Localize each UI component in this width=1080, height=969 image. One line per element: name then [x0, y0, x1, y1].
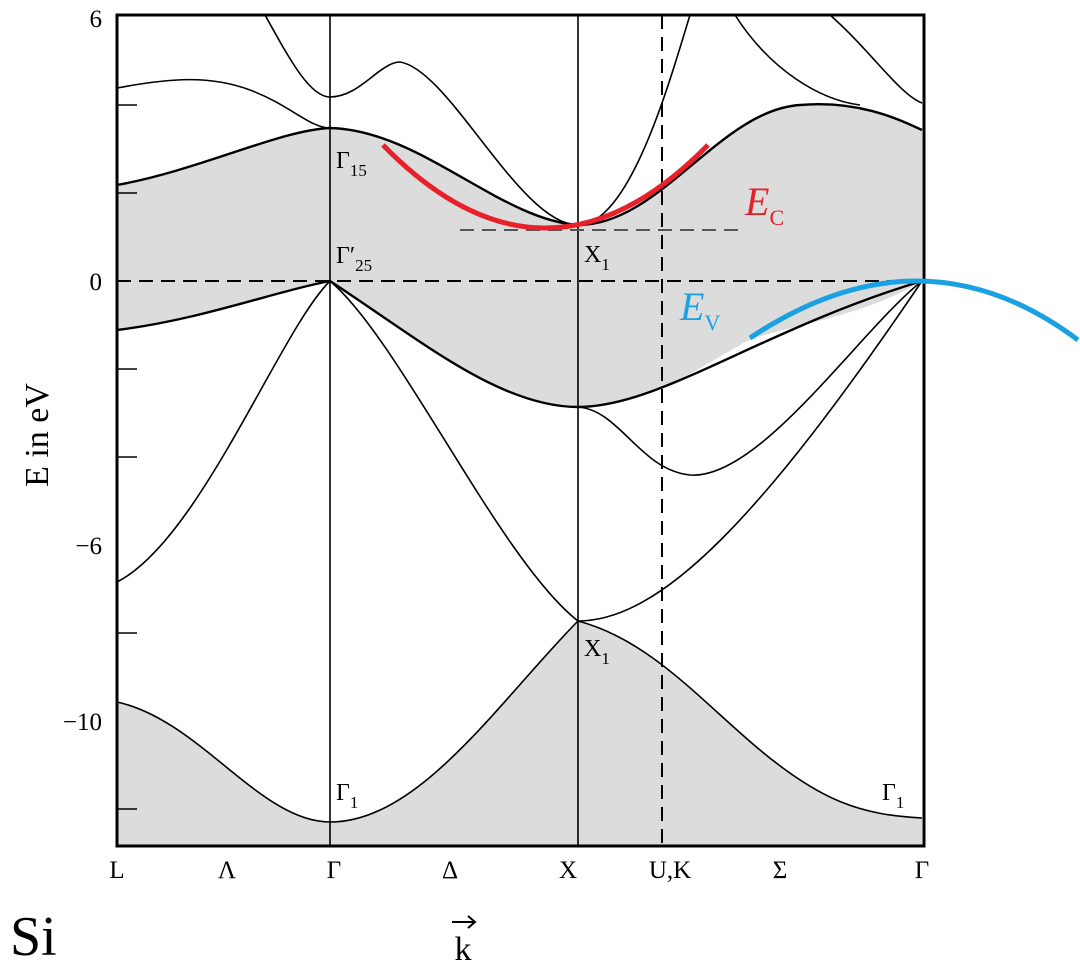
valence-label: EV	[679, 284, 720, 335]
x-tick-label: Γ	[327, 857, 341, 884]
valence-symbol: E	[679, 284, 704, 329]
y-tick-label: −6	[75, 533, 102, 560]
y-tick-label: −10	[63, 709, 102, 736]
point-sub: 1	[601, 255, 610, 274]
point-symbol: X	[584, 242, 601, 268]
point-sub: 1	[601, 649, 610, 668]
point-label: Γ1	[336, 780, 358, 812]
point-symbol: Γ	[336, 148, 350, 174]
valence-sub: V	[704, 310, 720, 335]
point-label: Γ1	[882, 780, 904, 812]
conduction-parabola	[381, 143, 710, 231]
point-symbol: Γ′	[336, 243, 355, 269]
point-symbol: Γ	[882, 780, 896, 806]
x-tick-label: L	[109, 857, 124, 884]
point-sub: 1	[350, 793, 359, 812]
valence-parabola	[748, 278, 1080, 343]
x-tick-label: U,K	[649, 857, 691, 884]
point-label: X1	[584, 242, 610, 274]
x-tick-label: Σ	[773, 857, 788, 884]
k-vector-label: k	[455, 931, 472, 968]
x-tick-label: Δ	[442, 857, 458, 884]
point-sub: 1	[896, 793, 905, 812]
point-label: X1	[584, 636, 610, 668]
material-label: Si	[10, 906, 57, 968]
y-tick-label: 6	[90, 6, 103, 33]
conduction-sub: C	[769, 205, 784, 230]
plot-frame	[115, 13, 926, 848]
lower-region	[117, 621, 922, 846]
conduction-label: EC	[744, 179, 784, 230]
point-sub: 25	[355, 256, 372, 275]
x-tick-label: X	[559, 857, 577, 884]
point-symbol: X	[584, 636, 601, 662]
point-label: Γ′25	[336, 243, 372, 275]
point-label: Γ15	[336, 148, 367, 180]
gap-region	[117, 104, 922, 408]
y-axis-label: E in eV	[19, 383, 56, 487]
x-tick-label: Γ	[915, 857, 929, 884]
y-tick-label: 0	[90, 269, 103, 296]
vector-arrow	[452, 915, 477, 929]
point-symbol: Γ	[336, 780, 350, 806]
point-sub: 15	[350, 161, 367, 180]
x-tick-label: Λ	[218, 857, 236, 884]
conduction-symbol: E	[744, 179, 769, 224]
y-tick-marks	[117, 104, 137, 810]
